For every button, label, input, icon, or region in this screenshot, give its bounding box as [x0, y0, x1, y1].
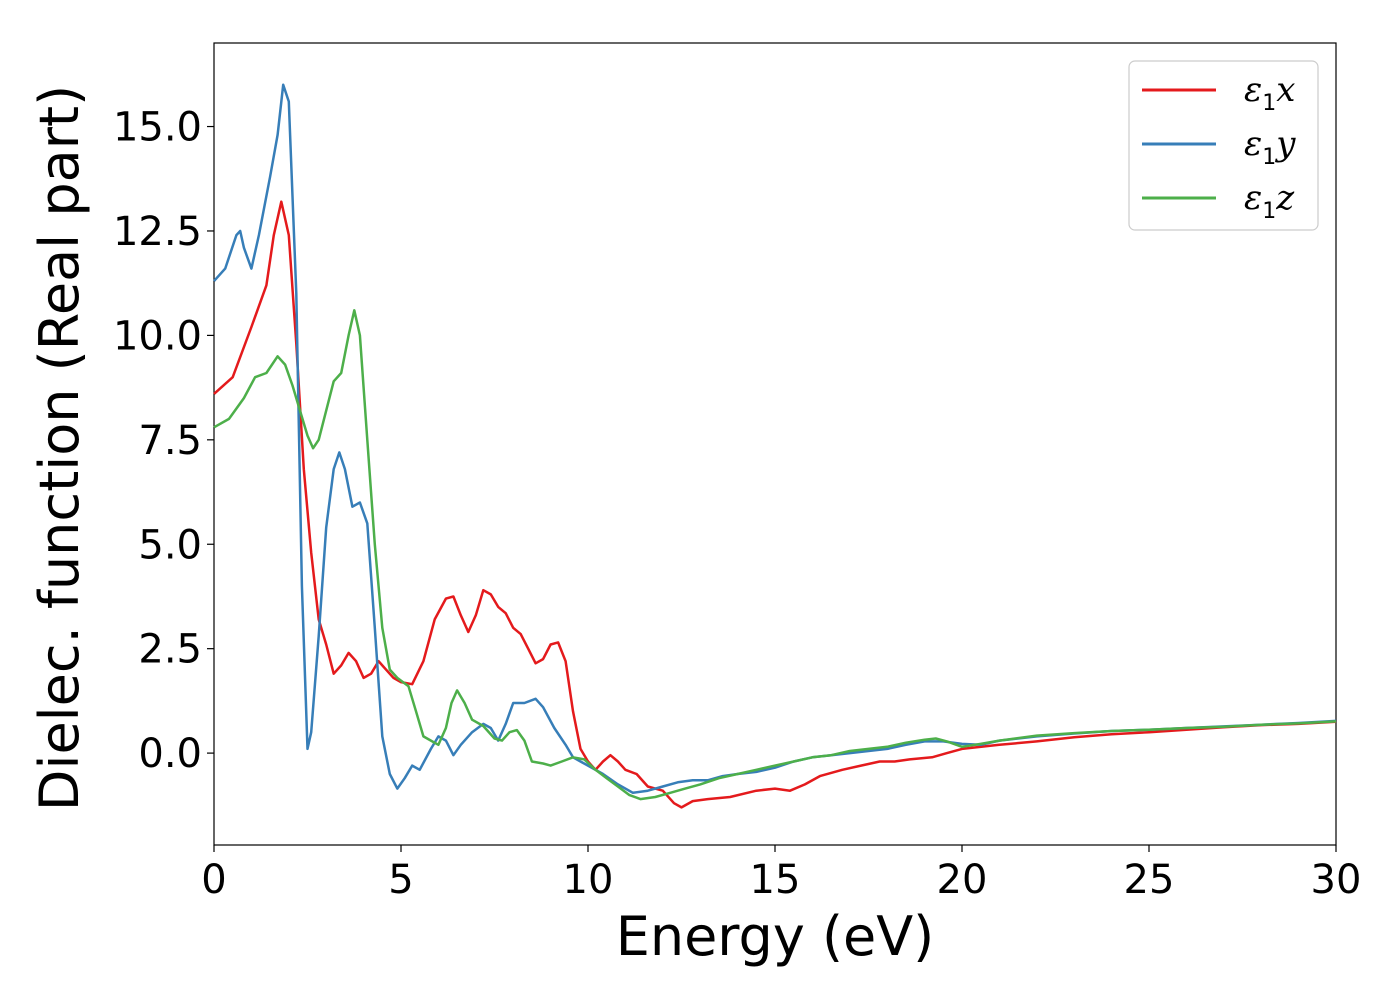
y-tick-label: 15.0 [113, 105, 202, 151]
legend-label: ε1y [1244, 124, 1296, 170]
x-tick-label: 20 [937, 857, 988, 903]
series-line-z [213, 309, 1337, 801]
y-tick-label: 2.5 [138, 627, 202, 673]
x-tick-label: 15 [750, 857, 801, 903]
legend-entry-y: ε1y [1142, 124, 1296, 170]
x-axis-label: Energy (eV) [616, 905, 935, 968]
legend-symbol: ε [1244, 70, 1262, 110]
x-tick-label: 10 [563, 857, 614, 903]
legend-symbol: ε [1244, 178, 1262, 218]
legend-symbol: ε [1244, 124, 1262, 164]
legend-box [1128, 60, 1319, 231]
legend-entry-x: ε1x [1142, 70, 1295, 116]
x-tick-label: 25 [1124, 857, 1175, 903]
y-tick-label: 7.5 [138, 418, 202, 464]
series-line-y [213, 83, 1337, 795]
y-axis-label: Dielec. function (Real part) [28, 85, 91, 811]
x-tick-label: 5 [388, 857, 413, 903]
legend-variable: z [1275, 178, 1295, 218]
legend-entry-z: ε1z [1142, 178, 1295, 224]
series-line-x [213, 200, 1337, 809]
x-tick-label: 0 [201, 857, 226, 903]
legend-label: ε1z [1244, 178, 1295, 224]
x-tick-label: 30 [1311, 857, 1362, 903]
legend-variable: y [1274, 124, 1296, 164]
legend-subscript: 1 [1262, 91, 1276, 116]
y-tick-label: 12.5 [113, 209, 202, 255]
y-tick-label: 10.0 [113, 313, 202, 359]
x-axis: 0 5 10 15 20 25 30 [201, 845, 1361, 903]
legend-subscript: 1 [1262, 199, 1276, 224]
y-tick-label: 0.0 [138, 731, 202, 777]
y-axis: 0.0 2.5 5.0 7.5 10.0 12.5 15.0 [113, 105, 214, 777]
legend-subscript: 1 [1262, 145, 1276, 170]
y-tick-label: 5.0 [138, 522, 202, 568]
legend-variable: x [1276, 70, 1295, 110]
legend-label: ε1x [1244, 70, 1295, 116]
series-layer [213, 83, 1337, 809]
